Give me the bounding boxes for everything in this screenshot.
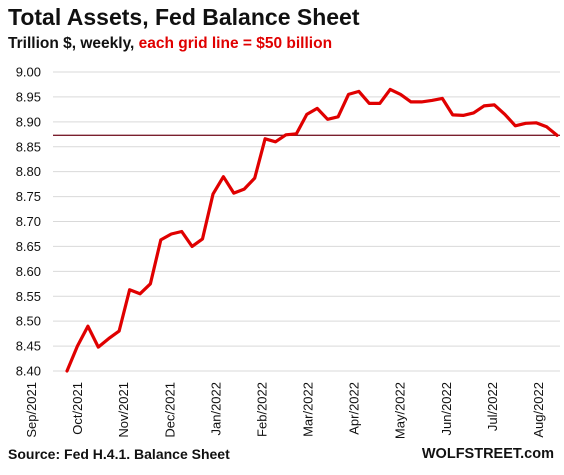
- y-tick-label: 8.80: [16, 164, 41, 179]
- data-point: [295, 132, 298, 135]
- series-line: [65, 87, 559, 373]
- x-tick-label: May/2022: [393, 382, 408, 439]
- data-point: [264, 137, 267, 140]
- x-tick-label: Aug/2022: [531, 382, 546, 438]
- x-tick-label: Sep/2021: [24, 382, 39, 438]
- data-point: [420, 100, 423, 103]
- x-tick-label: Oct/2021: [70, 382, 85, 435]
- chart-title: Total Assets, Fed Balance Sheet: [8, 4, 360, 30]
- brand-label: WOLFSTREET.com: [421, 446, 554, 462]
- data-point: [441, 97, 444, 100]
- data-point: [284, 133, 287, 136]
- data-point: [253, 177, 256, 180]
- data-point: [170, 233, 173, 236]
- data-point: [472, 111, 475, 114]
- x-tick-label: Nov/2021: [116, 382, 131, 438]
- x-tick-label: Jan/2022: [208, 382, 223, 436]
- data-point: [357, 90, 360, 93]
- data-point: [503, 113, 506, 116]
- data-point: [545, 125, 548, 128]
- data-point: [410, 100, 413, 103]
- data-point: [118, 330, 121, 333]
- data-point: [378, 102, 381, 105]
- data-point: [368, 102, 371, 105]
- y-tick-label: 8.40: [16, 364, 41, 379]
- data-point: [274, 140, 277, 143]
- subtitle-prefix: Trillion $, weekly,: [8, 35, 139, 52]
- data-point: [451, 113, 454, 116]
- data-point: [337, 115, 340, 118]
- data-point: [201, 237, 204, 240]
- y-tick-label: 8.50: [16, 314, 41, 329]
- y-tick-label: 8.90: [16, 114, 41, 129]
- data-point: [305, 113, 308, 116]
- x-tick-label: Dec/2021: [162, 382, 177, 438]
- y-tick-label: 9.00: [16, 65, 41, 80]
- data-point: [86, 325, 89, 328]
- x-tick-label: Mar/2022: [301, 382, 316, 437]
- data-point: [514, 124, 517, 127]
- y-tick-label: 8.75: [16, 189, 41, 204]
- data-point: [222, 175, 225, 178]
- x-tick-label: Jul/2022: [485, 382, 500, 431]
- y-tick-label: 8.65: [16, 239, 41, 254]
- y-axis-ticks: 9.00 8.95 8.90 8.85 8.80 8.75 8.70 8.65 8.60 8.55…: [16, 65, 41, 379]
- y-tick-label: 8.85: [16, 139, 41, 154]
- data-point: [139, 292, 142, 295]
- data-point: [180, 230, 183, 233]
- chart-subtitle: Trillion $, weekly, each grid line = $50…: [8, 35, 332, 53]
- y-tick-label: 8.60: [16, 264, 41, 279]
- subtitle-highlight: each grid line = $50 billion: [138, 35, 333, 52]
- data-point: [212, 193, 215, 196]
- data-point: [128, 288, 131, 291]
- data-point: [243, 188, 246, 191]
- series-group: [65, 87, 559, 373]
- y-tick-label: 8.55: [16, 289, 41, 304]
- x-tick-label: Jun/2022: [439, 382, 454, 436]
- x-tick-label: Feb/2022: [254, 382, 269, 437]
- grid-lines: [53, 71, 560, 372]
- x-tick-label: Apr/2022: [347, 382, 362, 435]
- data-point: [191, 245, 194, 248]
- data-point: [107, 337, 110, 340]
- data-point: [430, 99, 433, 102]
- data-point: [399, 93, 402, 96]
- y-tick-label: 8.95: [16, 89, 41, 104]
- data-point: [159, 238, 162, 241]
- data-point: [97, 346, 100, 349]
- x-axis-ticks: Sep/2021 Oct/2021 Nov/2021 Dec/2021 Jan/2022…: [24, 382, 546, 439]
- y-tick-label: 8.45: [16, 339, 41, 354]
- data-point: [483, 104, 486, 107]
- data-point: [66, 370, 69, 373]
- data-point: [462, 114, 465, 117]
- data-point: [556, 134, 559, 137]
- y-tick-label: 8.70: [16, 214, 41, 229]
- data-point: [524, 122, 527, 125]
- data-point: [149, 282, 152, 285]
- data-point: [389, 88, 392, 91]
- data-point: [347, 93, 350, 96]
- data-point: [232, 192, 235, 195]
- data-point: [535, 121, 538, 124]
- data-point: [326, 118, 329, 121]
- data-point: [493, 103, 496, 106]
- data-point: [316, 107, 319, 110]
- data-point: [76, 345, 79, 348]
- source-note: Source: Fed H.4.1. Balance Sheet: [8, 446, 230, 462]
